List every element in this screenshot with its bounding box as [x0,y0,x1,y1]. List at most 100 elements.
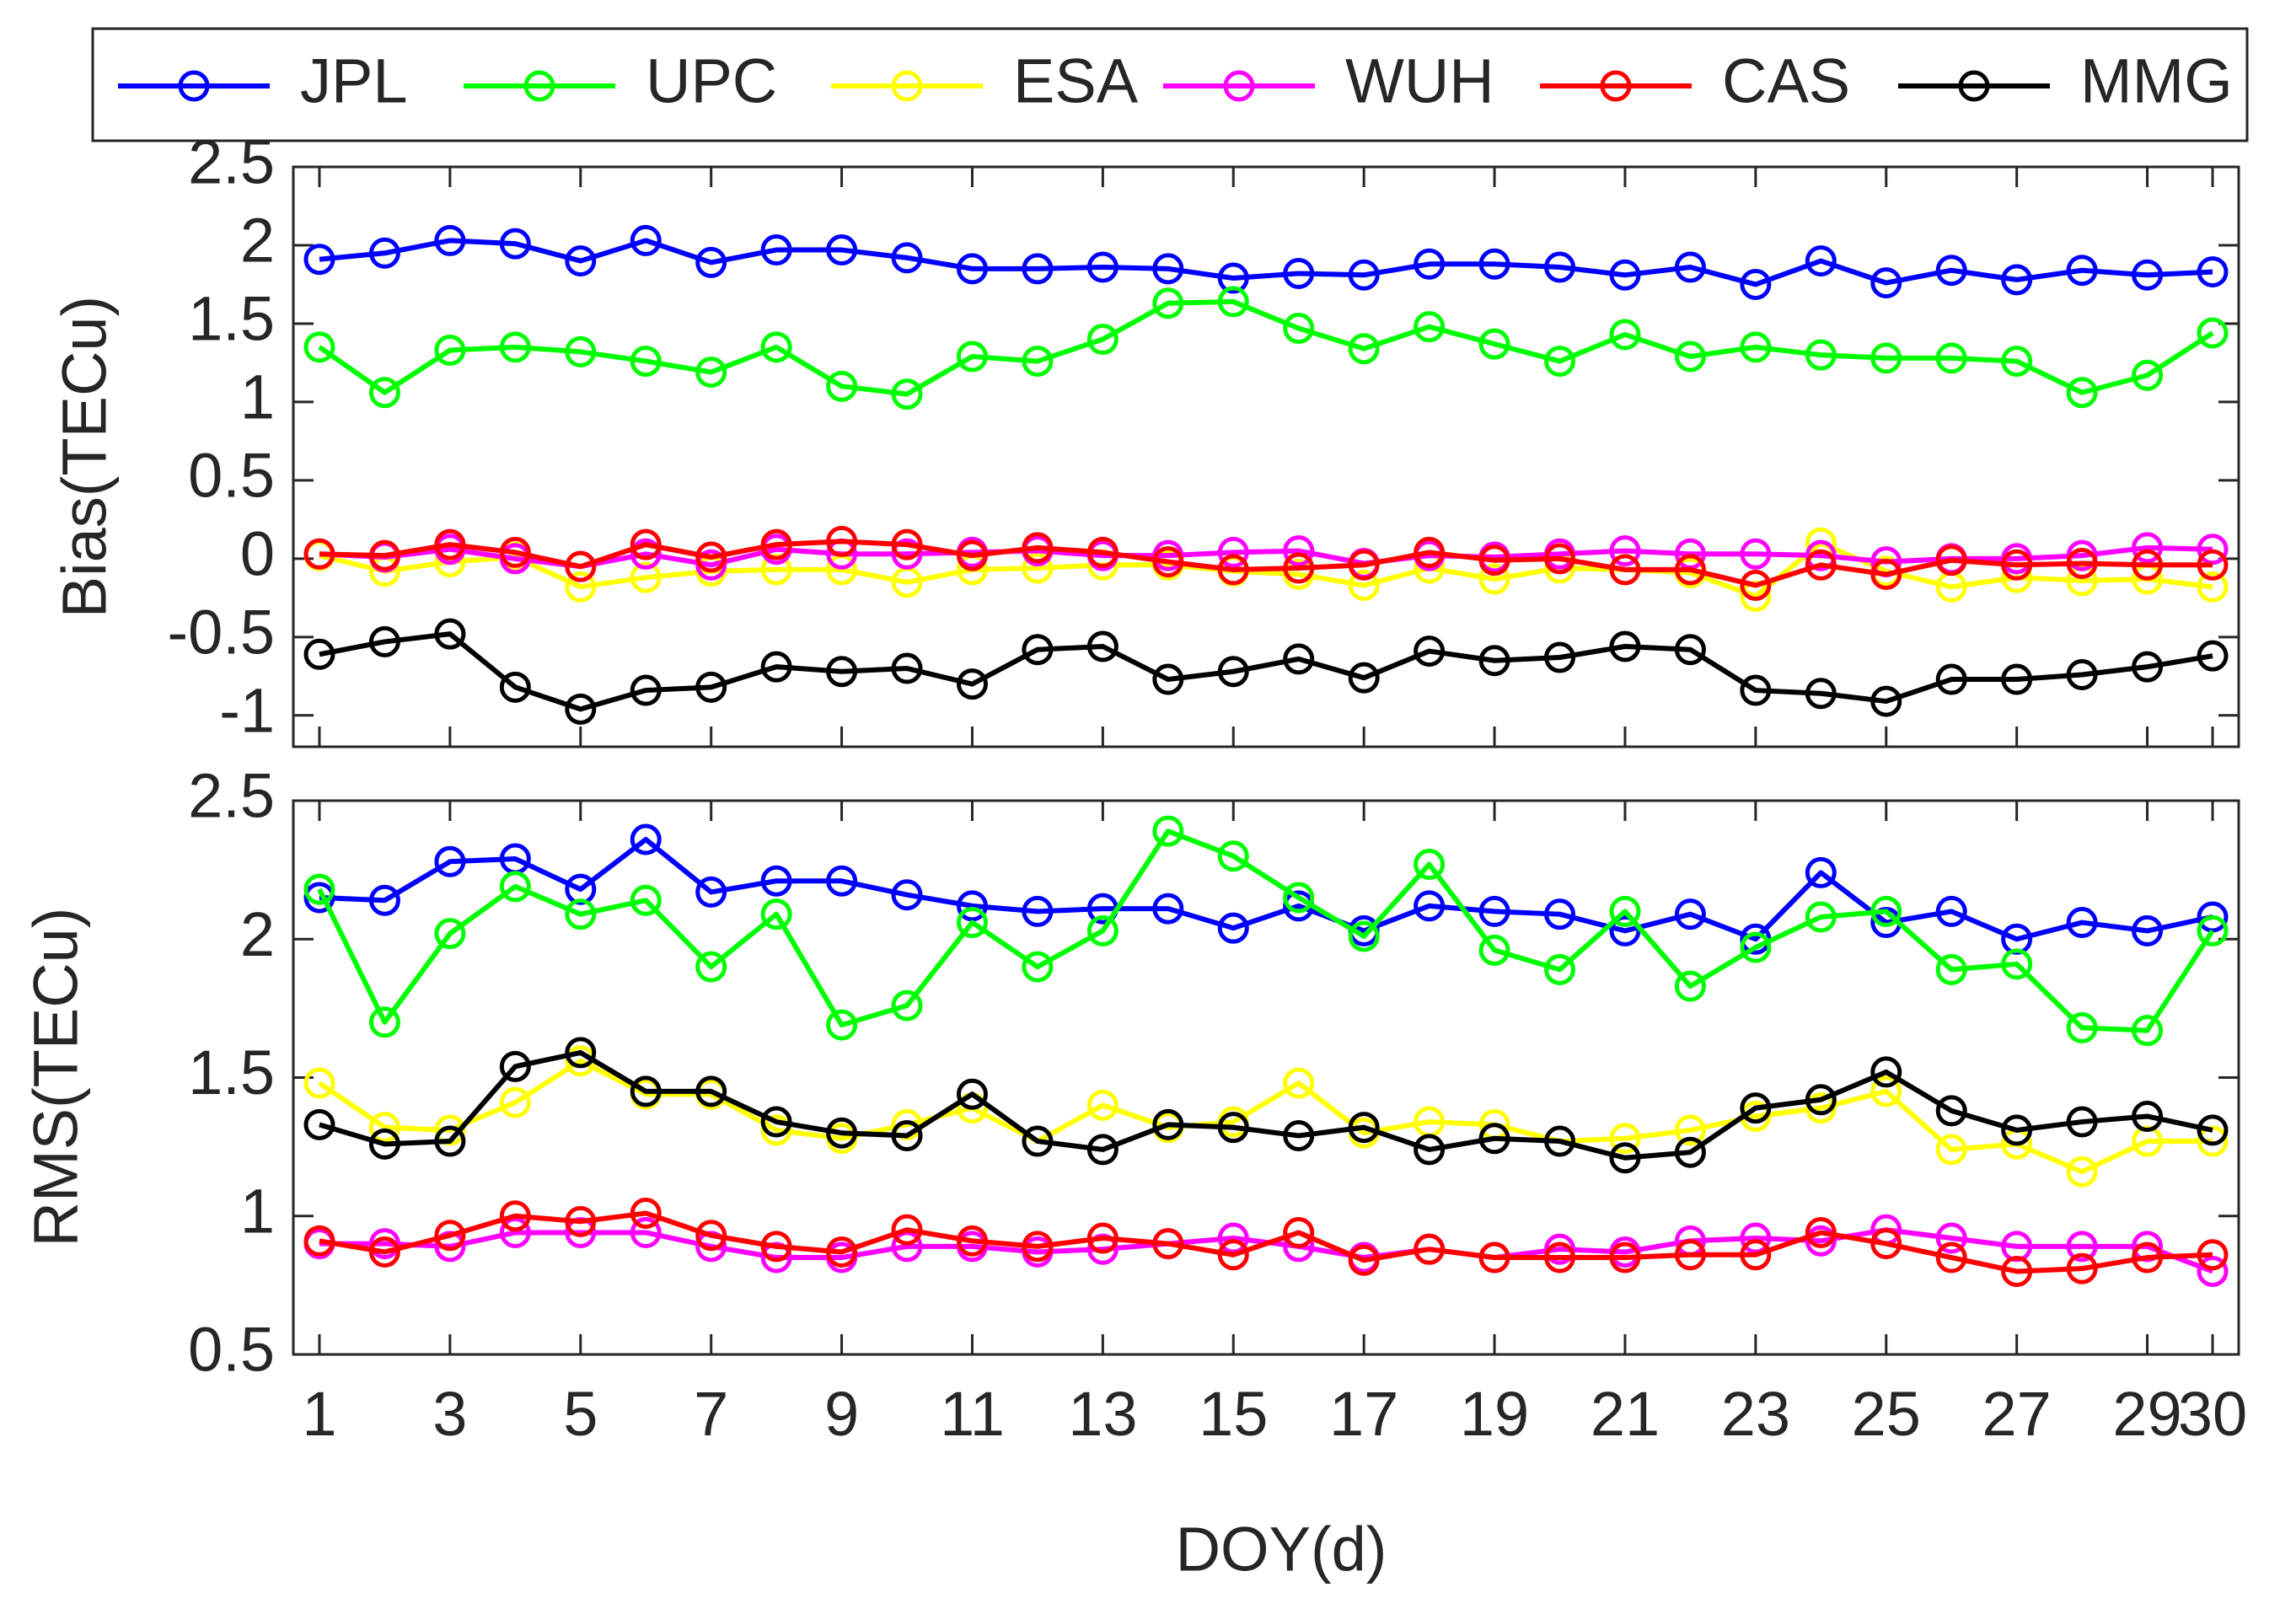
bias-point-upc [1283,313,1315,345]
xtick-label: 30 [2178,1379,2247,1449]
rms-point-upc [1740,931,1772,963]
bias-point-mmg [1870,685,1902,717]
bias-point-jpl [1414,248,1446,280]
rms-point-mmg [1283,1119,1315,1151]
bias-point-jpl [368,237,400,269]
x-axis-label: DOY(d) [1176,1515,1387,1585]
bias-series-cas [303,525,2229,601]
bias-point-jpl [695,246,727,278]
rms-point-mmg [760,1106,792,1138]
rms-point-jpl [2197,901,2229,933]
bias-point-cas [695,541,727,573]
rms-point-mmg [1674,1136,1706,1168]
rms-point-mmg [630,1075,662,1107]
bias-point-upc [1022,346,1054,378]
rms-point-cas [1217,1239,1249,1271]
bias-point-upc [1805,339,1837,371]
bias-ytick-label: 1.5 [188,283,275,353]
bias-point-upc [826,370,858,402]
rms-point-cas [1348,1244,1380,1276]
bias-point-cas [303,538,335,570]
rms-point-jpl [760,865,792,897]
bias-point-jpl [499,228,531,260]
rms-point-upc [1414,849,1446,881]
bias-point-upc [565,335,597,367]
rms-point-jpl [1674,898,1706,930]
bias-point-cas [2066,547,2098,579]
bias-point-cas [1086,536,1118,568]
rms-point-wuh [499,1216,531,1248]
bias-series-upc [303,286,2229,410]
rms-series [303,815,2229,1287]
rms-point-upc [1935,953,1967,985]
rms-point-esa [1086,1089,1118,1121]
bias-point-jpl [1152,253,1184,285]
bias-point-mmg [2132,651,2164,683]
rms-point-upc [1086,914,1118,946]
rms-point-cas [1609,1241,1641,1274]
rms-point-cas [2197,1239,2229,1271]
rms-ytick-label: 1 [240,1176,275,1246]
rms-point-cas [891,1214,923,1246]
rms-point-mmg [1086,1134,1118,1166]
bias-point-mmg [826,656,858,688]
rms-point-wuh [2197,1255,2229,1287]
legend-label-wuh: WUH [1345,46,1494,116]
rms-point-upc [826,1009,858,1041]
bias-point-upc [1348,333,1380,365]
bias-point-mmg [1152,663,1184,695]
legend-entry-mmg: MMG [1898,46,2233,116]
bias-point-esa [1478,563,1510,595]
rms-point-jpl [1152,893,1184,925]
rms-point-upc [1152,815,1184,847]
bias-point-upc [1414,311,1446,343]
bias-point-cas [499,536,531,568]
rms-point-cas [2066,1252,2098,1284]
rms-point-mmg [695,1075,727,1107]
rms-point-jpl [630,823,662,855]
rms-point-cas [1740,1239,1772,1271]
rms-point-upc [1674,970,1706,1002]
bias-point-wuh [1609,535,1641,567]
bias-axes-box [292,165,2240,748]
bias-point-esa [1022,552,1054,584]
rms-point-mmg [1740,1092,1772,1124]
bias-point-upc [695,357,727,389]
rms-point-jpl [956,890,988,922]
rms-point-mmg [1805,1084,1837,1116]
bias-point-jpl [1283,257,1315,289]
bias-point-jpl [1217,262,1249,294]
bias-point-cas [1478,544,1510,576]
rms-point-upc [1217,840,1249,872]
legend: JPL UPC ESA WUH CAS MMG [91,27,2249,142]
bias-point-upc [1740,331,1772,363]
bias-ytick-label: -1 [219,675,275,745]
rms-point-upc [1348,920,1380,952]
rms-line-cas [319,1210,2213,1274]
rms-point-cas [2001,1255,2033,1287]
rms-point-esa [1609,1123,1641,1155]
rms-point-mmg [826,1117,858,1149]
rms-point-esa [1870,1075,1902,1107]
bias-point-mmg [499,671,531,703]
bias-point-cas [2132,549,2164,581]
rms-point-upc [2197,914,2229,946]
legend-marker-wuh [1223,70,1255,102]
bias-point-wuh [2132,532,2164,564]
rms-point-upc [368,1006,400,1038]
rms-point-mmg [303,1108,335,1140]
xtick-label: 23 [1721,1379,1790,1449]
bias-point-mmg [695,671,727,703]
bias-point-cas [2001,549,2033,581]
bias-point-upc [630,346,662,378]
rms-point-mmg [1935,1095,1967,1127]
rms-point-cas [1935,1241,1967,1274]
xtick-label: 1 [302,1379,336,1449]
rms-point-wuh [368,1228,400,1260]
rms-point-esa [1935,1134,1967,1166]
rms-point-upc [956,907,988,939]
xtick-label: 27 [1982,1379,2052,1449]
bias-ytick-label: 1 [240,362,275,432]
bias-point-upc [1544,346,1576,378]
rms-series-mmg [303,1037,2229,1174]
